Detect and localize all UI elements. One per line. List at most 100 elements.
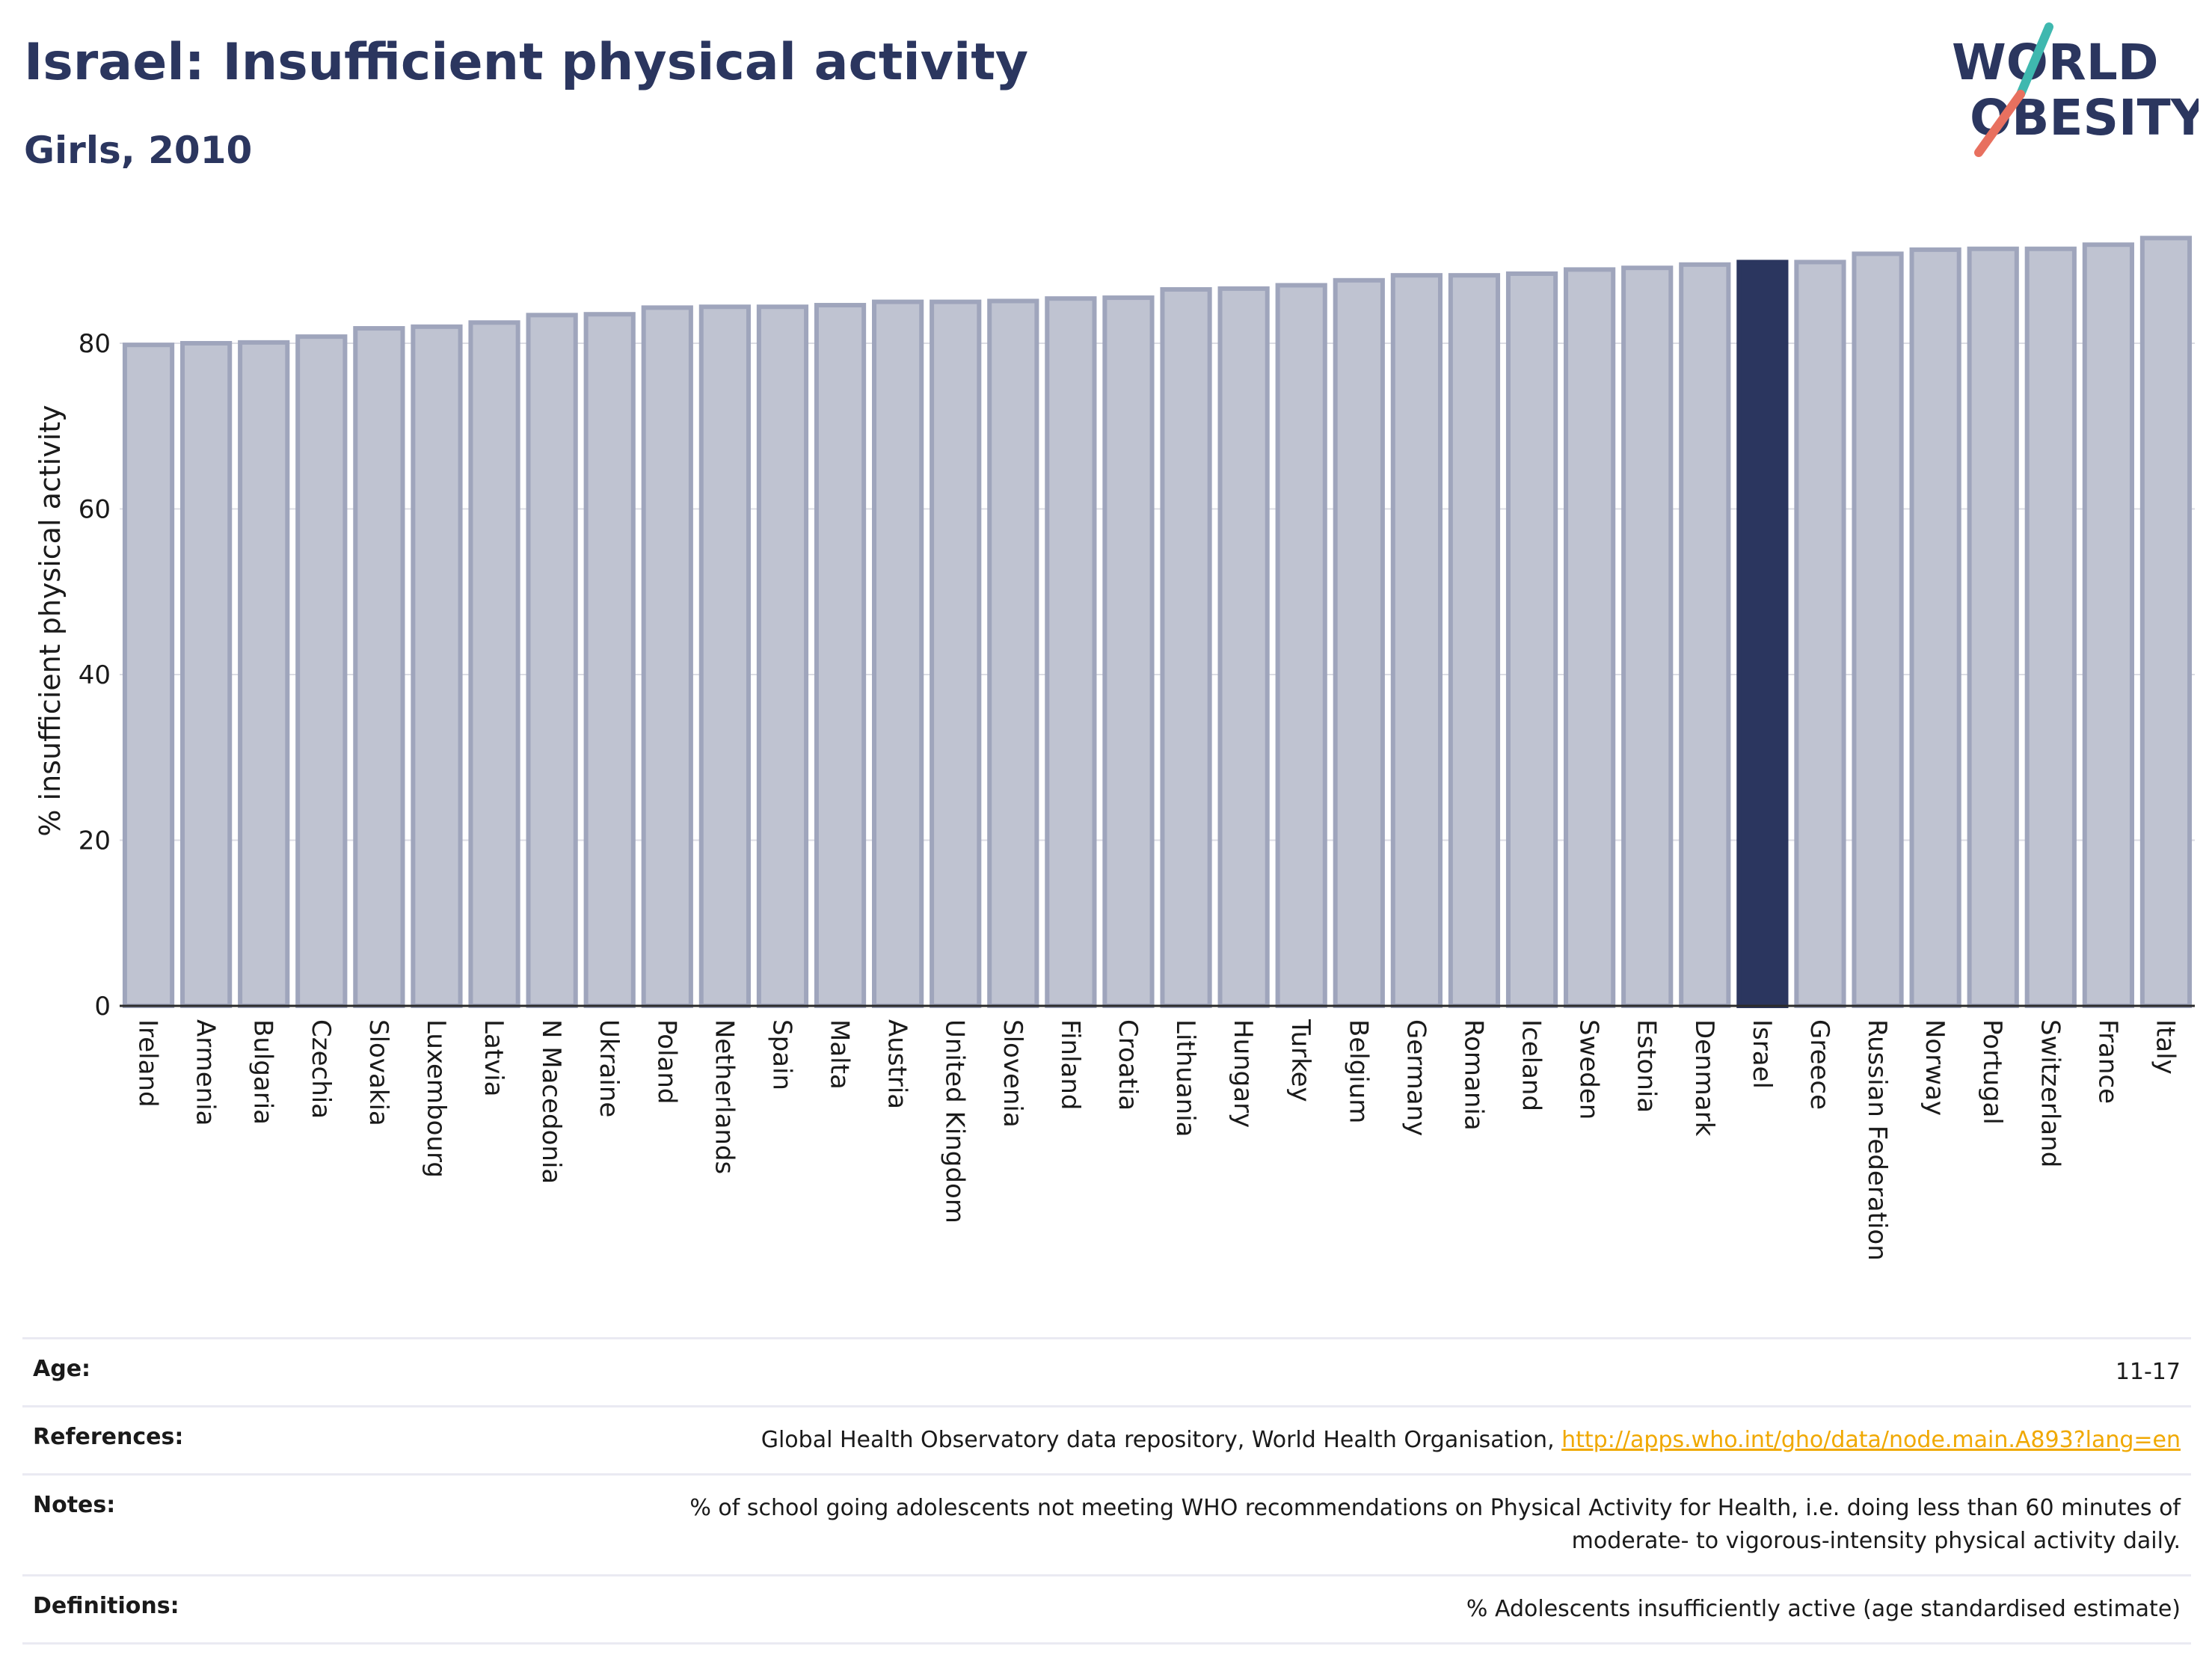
bar-spain [756,304,809,1008]
x-tick-label: Germany [1401,1019,1431,1136]
bar-sweden [1564,267,1616,1008]
x-tick-label: Sweden [1574,1019,1604,1120]
x-tick-label: Armenia [191,1019,221,1126]
bar-malta [814,303,867,1008]
bar-romania [1448,273,1501,1008]
y-tick-label: 20 [79,826,111,856]
y-axis-title: % insufficient physical activity [34,405,67,836]
x-tick-label: Iceland [1517,1019,1546,1111]
logo-slash-red [1974,90,2025,157]
x-tick-label: Russian Federation [1862,1019,1892,1261]
chart-subtitle: Girls, 2010 [24,129,253,172]
x-tick-label: Denmark [1689,1019,1719,1137]
bar-chart: Ireland Armenia Bulgaria Czechia Slovakia Lux… [34,236,2195,1261]
bar-czechia [295,334,348,1008]
references-label: References: [22,1405,313,1476]
chart-title: Israel: Insufficient physical activity [24,33,1029,92]
bar-croatia [1102,295,1155,1008]
age-label: Age: [22,1337,313,1407]
bar-hungary [1217,286,1270,1009]
x-tick-label: Malta [825,1019,855,1090]
references-value: Global Health Observatory data repositor… [313,1405,2191,1476]
bar-poland [641,305,693,1008]
info-table: Age: 11-17 References: Global Health Obs… [22,1337,2191,1645]
x-tick-label: Czechia [306,1019,336,1119]
x-tick-label: France [2092,1019,2122,1104]
bar-portugal [1967,246,2019,1008]
info-row-references: References: Global Health Observatory da… [22,1405,2191,1476]
bar-estonia [1621,265,1674,1009]
bar-n-macedonia [526,313,578,1009]
x-tick-label: Slovenia [998,1019,1027,1128]
x-tick-label: Turkey [1285,1019,1315,1102]
x-tick-label: Luxembourg [421,1019,451,1178]
x-tick-label: Croatia [1113,1019,1143,1111]
bar-latvia [468,320,520,1008]
age-value: 11-17 [313,1337,2191,1407]
logo-slash-teal [2016,22,2053,99]
x-tick-label: Bulgaria [248,1019,278,1125]
bar-luxembourg [411,324,463,1009]
notes-line-1: % of school going adolescents not meetin… [689,1495,2181,1521]
x-tick-label: United Kingdom [940,1019,970,1223]
x-tick-label: Israel [1747,1019,1777,1089]
x-tick-label: Lithuania [1170,1019,1200,1137]
references-text: Global Health Observatory data repositor… [761,1427,1562,1453]
notes-label: Notes: [22,1473,313,1576]
definitions-label: Definitions: [22,1574,313,1645]
x-tick-label: Portugal [1977,1019,2007,1125]
world-obesity-logo: WORLD OBESITY [1952,22,2199,157]
bar-russian-federation [1852,251,1904,1008]
x-tick-label: Norway [1920,1019,1950,1116]
bar-ukraine [583,312,636,1009]
x-tick-label: Ireland [133,1019,163,1108]
bar-italy [2139,236,2193,1008]
y-tick-label: 40 [79,660,111,690]
bar-slovenia [987,298,1039,1008]
y-tick-label: 80 [79,329,111,359]
bar-greece [1794,260,1846,1008]
x-tick-label: Italy [2150,1019,2180,1075]
bars [122,236,2193,1009]
y-tick-label: 0 [94,992,111,1022]
bar-highlight-israel [1736,260,1789,1008]
bar-lithuania [1160,286,1212,1008]
y-tick-labels: 0 20 40 60 80 [79,329,111,1022]
bar-netherlands [698,304,751,1008]
x-tick-label: Finland [1055,1019,1085,1111]
x-tick-labels: Ireland Armenia Bulgaria Czechia Slovakia Lux… [133,1019,2181,1261]
x-tick-label: Ukraine [594,1019,624,1117]
notes-value: % of school going adolescents not meetin… [313,1473,2191,1576]
bar-ireland [122,343,175,1008]
bar-belgium [1333,277,1385,1008]
bar-armenia [180,340,233,1008]
info-row-definitions: Definitions: % Adolescents insufficientl… [22,1574,2191,1645]
bar-norway [1909,247,1961,1009]
x-tick-label: Austria [882,1019,912,1109]
references-link[interactable]: http://apps.who.int/gho/data/node.main.A… [1561,1427,2181,1453]
bar-turkey [1275,283,1327,1009]
y-tick-label: 60 [79,494,111,524]
bar-iceland [1505,271,1558,1009]
x-tick-label: Slovakia [363,1019,393,1126]
info-row-notes: Notes: % of school going adolescents not… [22,1473,2191,1576]
notes-line-2: moderate- to vigorous-intensity physical… [1571,1528,2181,1554]
bar-slovakia [353,326,405,1008]
logo-word-world: WORLD [1952,34,2159,91]
x-tick-label: Belgium [1343,1019,1373,1123]
x-tick-label: Estonia [1632,1019,1662,1113]
x-tick-label: Spain [766,1019,796,1090]
x-tick-label: Poland [651,1019,681,1105]
bar-finland [1045,296,1097,1008]
x-tick-label: Hungary [1228,1019,1258,1128]
x-tick-label: Netherlands [709,1019,739,1174]
bar-france [2082,242,2134,1008]
x-tick-label: Switzerland [2035,1019,2065,1167]
info-row-age: Age: 11-17 [22,1337,2191,1407]
bar-united-kingdom [930,299,982,1008]
bar-denmark [1679,262,1731,1009]
bar-austria [872,299,924,1008]
x-tick-label: Greece [1804,1019,1834,1110]
bar-bulgaria [238,340,290,1008]
bar-switzerland [2024,246,2077,1008]
